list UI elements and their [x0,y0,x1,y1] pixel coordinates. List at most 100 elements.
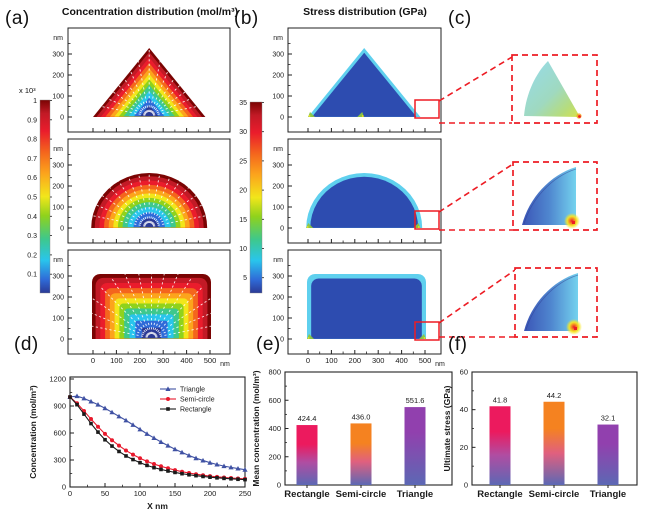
panel-a-subplot-rectangle: nm 300 200 100 0 [52,249,231,355]
x-tick-label: 500 [204,356,217,365]
panel-label-b: (b) [234,8,259,29]
panel-a-subplot-semi-circle: nm 300 200 100 0 [52,138,231,244]
x-tick-label: 0 [306,356,310,365]
bar [296,425,318,485]
panel-label-f: (f) [448,334,468,355]
category-label: Triangle [590,489,626,500]
series-marker [131,452,135,457]
series-marker [131,457,135,462]
y-axis-unit: nm [53,146,63,153]
series-marker [130,422,136,427]
inset-shape [524,61,580,117]
series-marker [89,417,93,422]
panel-b-subplot-rectangle: nm 300 200 100 0 [272,249,442,355]
series-marker [194,473,198,478]
series-marker [117,449,121,454]
bar-chart-e: 0 200 400 600 800 424.4 Rectangle 436.0 Semi-cir… [251,368,453,500]
flux-rays [92,274,211,338]
inset-contour [525,274,579,331]
series-marker [74,393,80,399]
white-ray [155,310,211,337]
x-tick-label: 250 [239,489,252,498]
y-tick-label: 40 [460,405,468,414]
series-marker [172,446,178,452]
inset-hotspot [574,327,577,330]
stress-body [310,176,419,228]
series-marker [95,402,101,407]
bar-value-label: 436.0 [352,412,371,421]
series-marker [215,476,219,480]
colorbar-gradient [249,101,263,294]
series-marker [159,467,163,472]
colorbar-tick-label: 10 [239,246,247,253]
bar [350,423,372,485]
zoom-red-box [414,321,440,341]
white-ray [111,277,150,335]
panel-b-subplot-triangle: nm 300 200 100 0 [272,27,442,133]
colorbar-b: 35 30 25 20 15 10 5 [239,100,264,294]
x-tick-label: 100 [325,356,338,365]
series-marker [89,421,93,426]
subplot-box [67,138,231,244]
y-tick-label: 200 [272,73,284,80]
y-tick-label: 0 [280,115,284,122]
y-axis-unit: nm [273,146,283,153]
series-marker [179,449,185,455]
colorbar-tick-label: 20 [239,188,247,195]
series-marker [117,443,121,448]
panel-label-a: (a) [5,8,30,29]
y-tick-label: 800 [268,368,281,377]
y-axis-label: Ultimate stress (GPa) [442,385,452,471]
corner-hotspot [307,337,310,339]
y-tick-label: 200 [272,184,284,191]
series-marker [166,469,170,473]
white-ray [155,323,211,338]
y-tick-label: 0 [60,337,64,344]
subplot-box [287,27,442,133]
series-marker [200,457,206,463]
y-tick-label: 300 [52,274,64,281]
white-ray [93,101,146,116]
legend-label: Rectangle [180,407,212,414]
category-label: Semi-circle [336,489,387,500]
white-ray [153,277,192,335]
series-marker [123,417,129,423]
connector-line [438,56,513,102]
y-tick-label: 300 [272,163,284,170]
series-marker [124,454,128,458]
category-label: Rectangle [477,489,522,500]
bar-chart-f: 0 20 40 60 41.8 Rectangle 44.2 Semi-circle 32.1 T… [442,368,638,500]
white-ray [91,212,146,227]
colorbar-tick-label: 0.7 [27,156,37,163]
colorbar-tick-label: 0.3 [27,233,37,240]
colorbar-tick-label: 15 [239,217,247,224]
y-tick-label: 300 [52,163,64,170]
y-tick-label: 300 [53,456,66,465]
legend-label: Triangle [180,387,205,394]
corner-hotspot [418,226,420,228]
inset-rectangle-corner [514,267,598,338]
inset-shape [524,273,578,331]
series-marker [152,462,156,467]
series-marker [221,463,227,469]
series-marker [124,448,128,453]
series-marker [137,426,143,432]
x-tick-label: 0 [91,356,95,365]
inset-shape [522,167,576,225]
y-tick-label: 200 [52,184,64,191]
y-tick-label: 0 [60,115,64,122]
series-marker [186,452,192,458]
panel-label-d: (d) [14,334,39,355]
bar-value-label: 551.6 [406,396,425,405]
white-ray [137,274,152,335]
panel-b-title: Stress distribution (GPa) [303,6,427,18]
white-ray [153,212,208,227]
white-ray [150,173,178,224]
series-marker [103,437,107,442]
y-tick-label: 600 [53,429,66,438]
y-tick-label: 0 [277,481,281,490]
colorbar-tick-label: 0.5 [27,195,37,202]
series-marker [82,412,86,416]
colorbar-tick-label: 0.2 [27,252,37,259]
x-tick-label: 100 [110,356,123,365]
